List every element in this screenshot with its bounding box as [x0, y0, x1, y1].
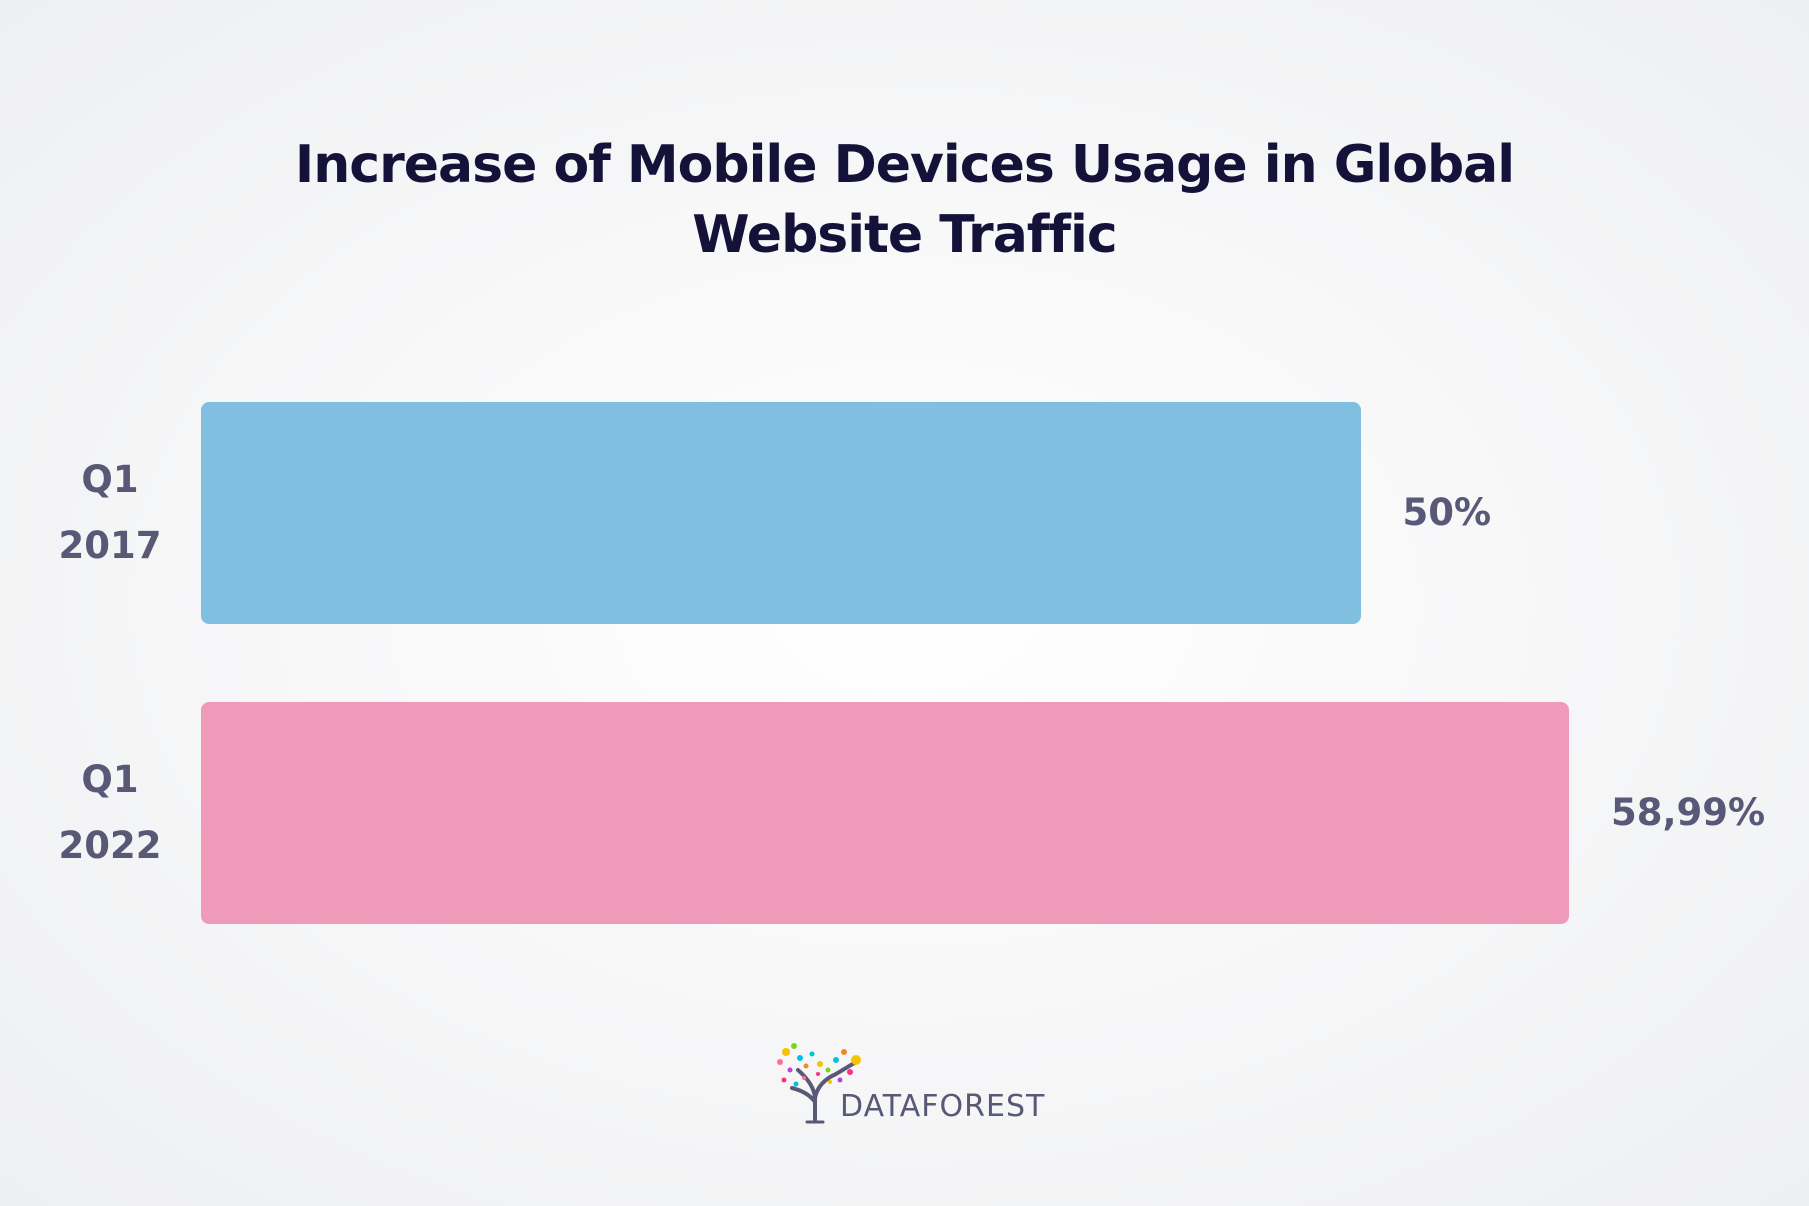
- bar-q1-2017: [201, 402, 1361, 624]
- category-label: Q1 2017: [40, 447, 180, 579]
- category-label-line: Q1: [81, 758, 139, 801]
- bar-q1-2022: [201, 702, 1569, 924]
- dataforest-logo: DATAFOREST: [770, 1040, 1044, 1130]
- category-label-line: 2022: [58, 824, 162, 867]
- chart-title-line: Website Traffic: [692, 205, 1117, 265]
- chart-title: Increase of Mobile Devices Usage in Glob…: [0, 130, 1809, 270]
- logo-text: DATAFOREST: [840, 1089, 1046, 1124]
- value-label: 58,99%: [1611, 791, 1766, 834]
- value-label: 50%: [1402, 491, 1492, 534]
- category-label: Q1 2022: [40, 747, 180, 879]
- tree-logo-icon: [777, 1043, 861, 1124]
- category-label-line: 2017: [58, 524, 162, 567]
- chart-title-line: Increase of Mobile Devices Usage in Glob…: [294, 135, 1515, 195]
- category-label-line: Q1: [81, 458, 139, 501]
